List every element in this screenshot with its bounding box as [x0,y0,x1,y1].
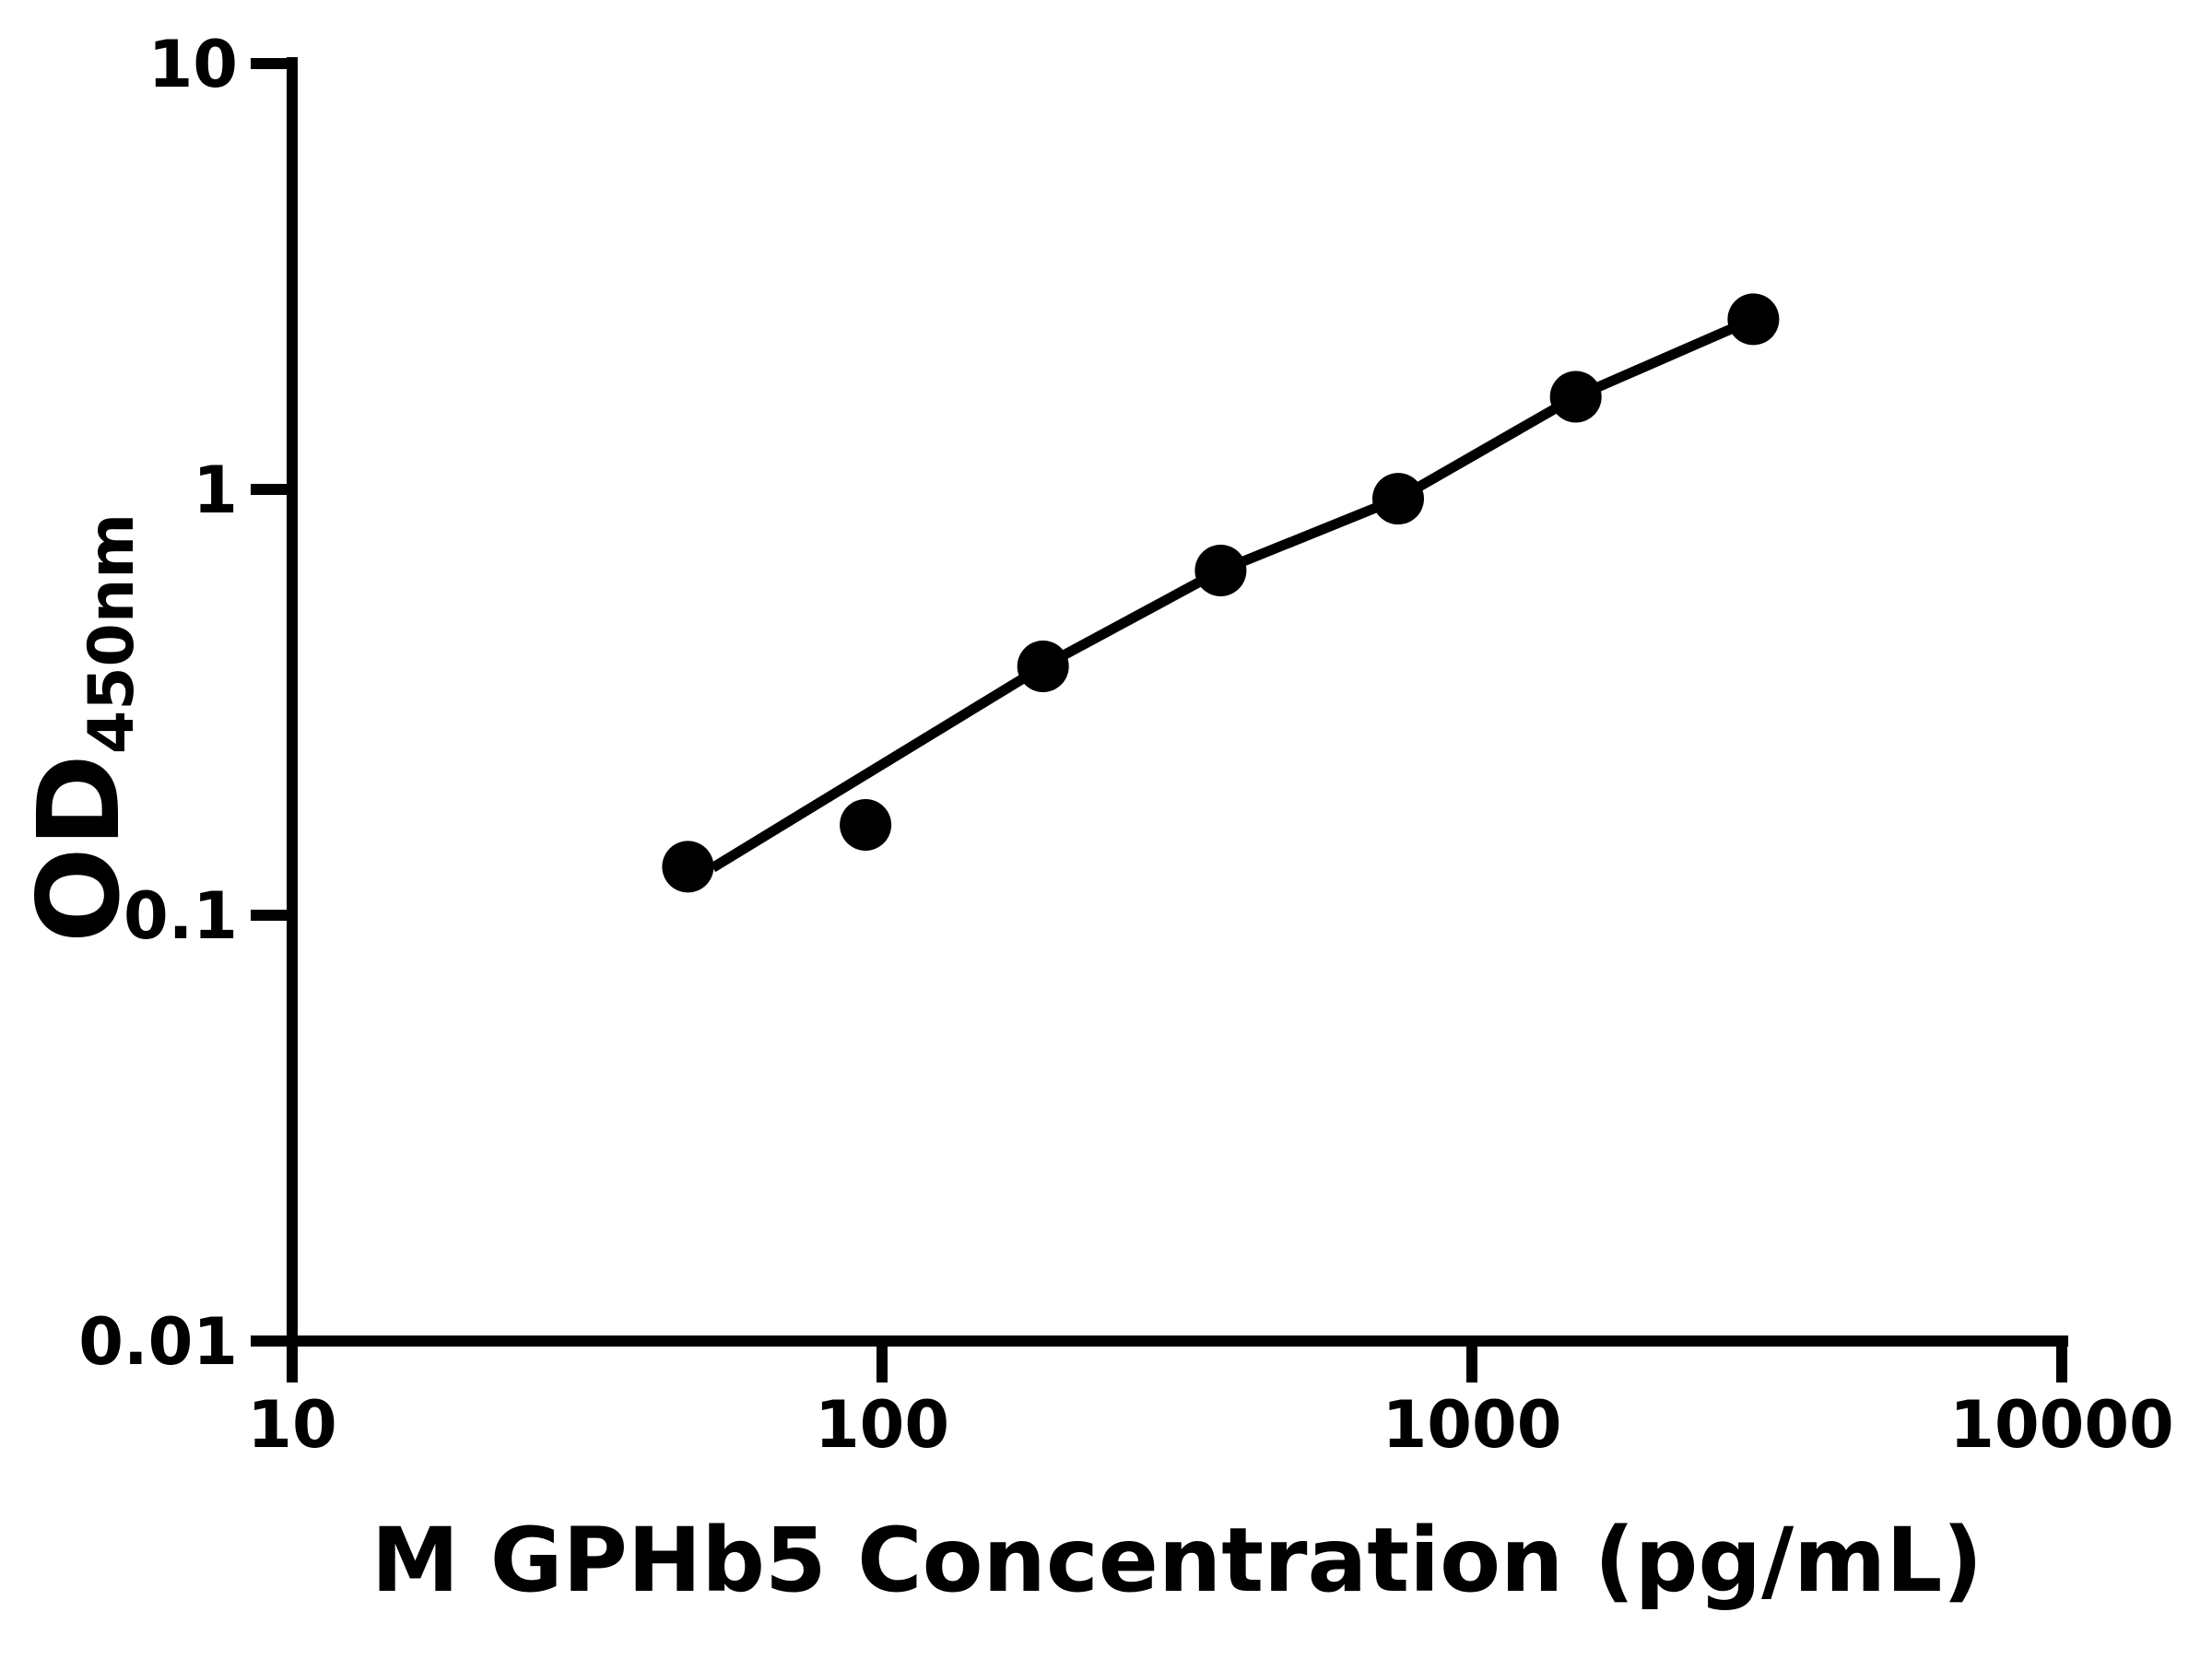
data-point [1372,473,1424,525]
data-point [1017,641,1069,692]
data-point [1194,545,1247,596]
axes [251,57,2068,1382]
data-point [1727,293,1780,346]
y-axis-title-base: OD [14,754,145,943]
x-tick-label: 1000 [1382,1387,1562,1463]
x-tick-labels: 10 100 1000 10000 [247,1387,2173,1463]
x-tick-label: 10000 [1949,1387,2174,1463]
y-axis-title: OD450nm [14,513,148,943]
y-tick-label: 1 [193,453,238,528]
y-tick-labels: 10 1 0.1 0.01 [78,27,238,1380]
x-tick-label: 10 [247,1387,336,1463]
fit-line [710,314,1756,873]
data-point [840,799,892,851]
y-axis-title-subscript: 450nm [76,513,148,754]
x-tick-label: 100 [815,1387,949,1463]
data-point [662,841,714,893]
data-point [1549,371,1602,423]
data-points [662,293,1780,893]
y-tick-label: 0.01 [78,1304,238,1380]
x-axis-title: M GPHb5 Concentration (pg/mL) [371,1509,1983,1612]
y-tick-label: 0.1 [124,878,238,954]
y-tick-label: 10 [148,27,238,102]
